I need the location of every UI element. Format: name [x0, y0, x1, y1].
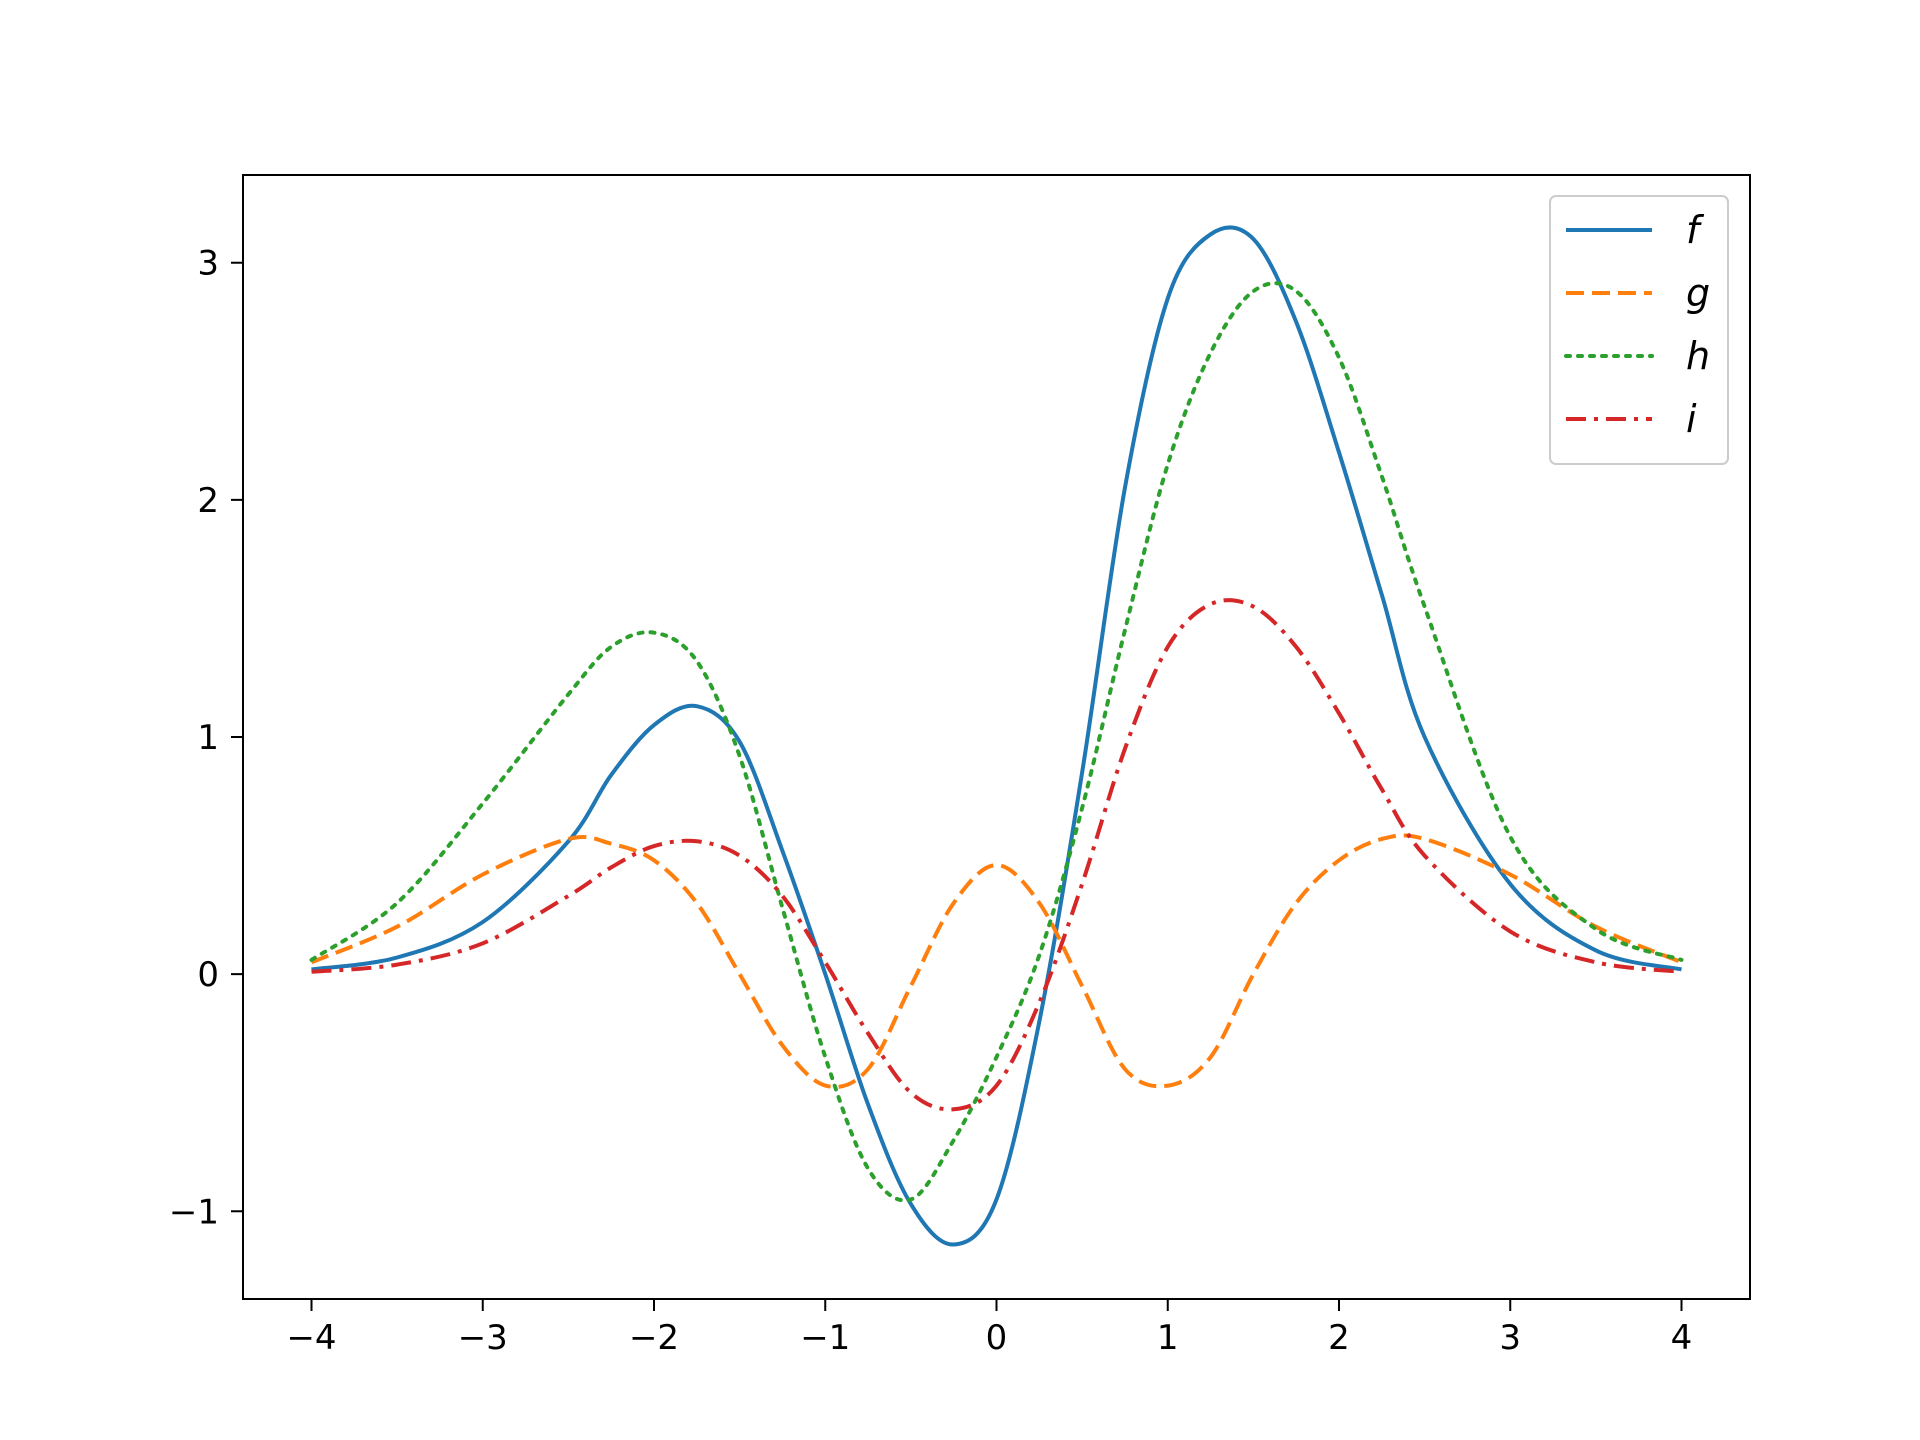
- y-tick-label: 3: [197, 244, 219, 284]
- x-tick-label: 2: [1328, 1318, 1350, 1358]
- x-tick-label: −3: [458, 1318, 508, 1358]
- y-axis: −1 0 1 2 3: [169, 244, 243, 1232]
- series-line-g: [310, 833, 1683, 1089]
- x-tick-label: 3: [1499, 1318, 1521, 1358]
- legend-box: [1549, 195, 1729, 465]
- x-tick-label: 0: [986, 1318, 1008, 1358]
- y-tick-label: 0: [197, 955, 219, 995]
- series-line-h: [309, 281, 1684, 1203]
- x-tick-label: −1: [800, 1318, 850, 1358]
- x-tick-label: −4: [286, 1318, 336, 1358]
- x-axis: −4 −3 −2 −1 0 1 2 3 4: [286, 1299, 1692, 1358]
- series-line-f: [311, 225, 1682, 1247]
- y-tick-label: 1: [197, 718, 219, 758]
- x-tick-label: 1: [1157, 1318, 1179, 1358]
- series-layer: [309, 225, 1684, 1247]
- y-tick-label: −1: [169, 1192, 219, 1232]
- legend-label-h: h: [1686, 334, 1710, 378]
- legend-label-i: i: [1686, 397, 1697, 441]
- y-tick-label: 2: [197, 481, 219, 521]
- series-line-i: [311, 598, 1682, 1112]
- legend-label-g: g: [1686, 271, 1710, 315]
- x-tick-label: 4: [1671, 1318, 1693, 1358]
- x-tick-label: −2: [629, 1318, 679, 1358]
